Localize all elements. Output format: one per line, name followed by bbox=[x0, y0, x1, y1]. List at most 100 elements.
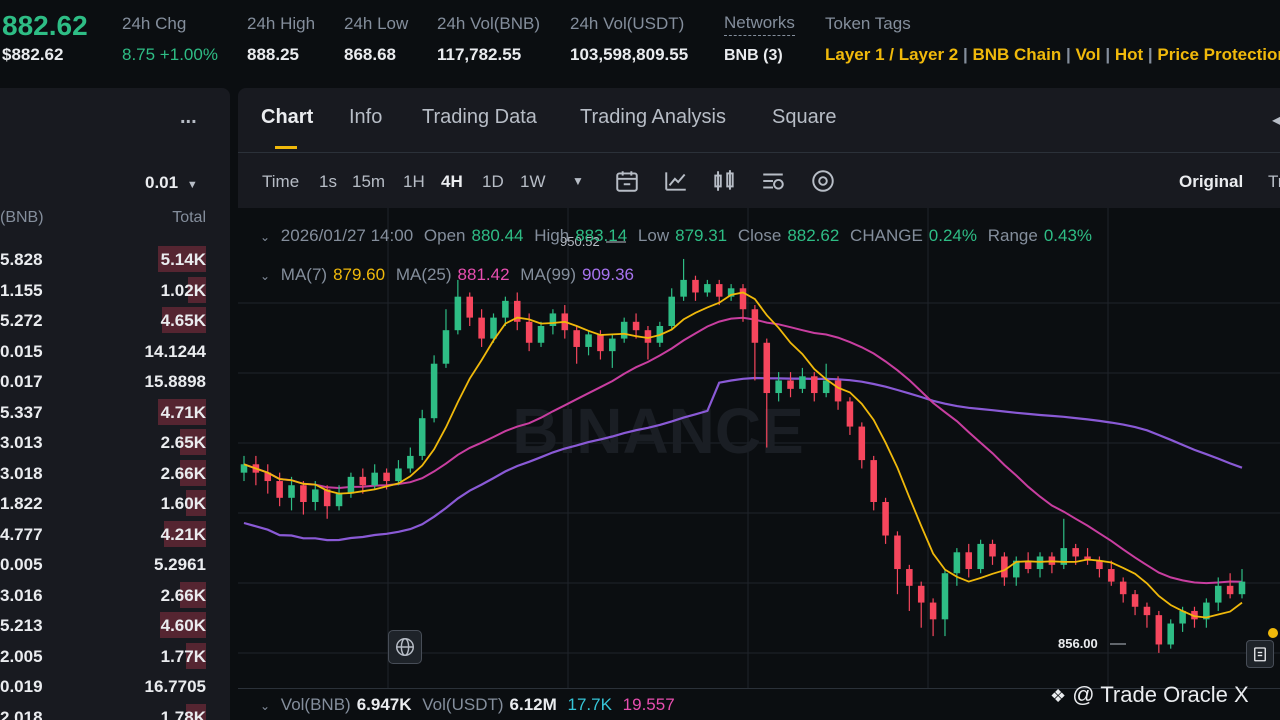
candle-body bbox=[549, 313, 557, 326]
chart-settings-icon[interactable] bbox=[760, 168, 786, 194]
order-book-row[interactable]: 1.822 1.60K bbox=[0, 488, 230, 518]
order-book-row[interactable]: 3.013 2.65K bbox=[0, 427, 230, 457]
networks-label[interactable]: Networks bbox=[724, 13, 795, 36]
tag-hot[interactable]: Hot bbox=[1114, 45, 1144, 64]
candle bbox=[1203, 598, 1210, 628]
networks-value[interactable]: BNB (3) bbox=[724, 47, 783, 64]
candle bbox=[941, 569, 949, 637]
candle bbox=[454, 279, 462, 335]
candlestick-chart[interactable]: BINANCE 950.52 856.00 ⌄ 2026/01/27 14:00 … bbox=[238, 208, 1280, 720]
target-icon[interactable] bbox=[810, 168, 836, 194]
chart-mode-button[interactable] bbox=[1246, 640, 1274, 668]
candle-body bbox=[751, 309, 759, 343]
candle bbox=[1001, 552, 1008, 586]
interval-1w[interactable]: 1W bbox=[520, 172, 546, 191]
volume-ma2-value: 19.557 bbox=[622, 695, 675, 714]
candle-body bbox=[240, 464, 248, 473]
candle bbox=[359, 468, 367, 494]
order-amount: 3.013 bbox=[0, 433, 43, 452]
depth-bar bbox=[164, 520, 206, 547]
tab-info[interactable]: Info bbox=[349, 106, 383, 128]
order-book-row[interactable]: 5.828 5.14K bbox=[0, 244, 230, 274]
calendar-icon[interactable] bbox=[614, 168, 640, 194]
globe-button[interactable] bbox=[388, 630, 422, 664]
order-book-row[interactable]: 2.005 1.77K bbox=[0, 641, 230, 671]
candle bbox=[1226, 573, 1234, 599]
order-total: 4.60K bbox=[160, 616, 206, 635]
compare-candles-icon[interactable] bbox=[711, 168, 737, 194]
order-book-row[interactable]: 0.019 16.7705 bbox=[0, 671, 230, 701]
candle bbox=[977, 539, 984, 574]
order-total: 1.02K bbox=[160, 280, 206, 300]
candle bbox=[906, 564, 913, 611]
tag-vol[interactable]: Vol bbox=[1075, 45, 1101, 64]
ohlc-collapse-chevron-icon[interactable]: ⌄ bbox=[260, 230, 271, 244]
interval-1h[interactable]: 1H bbox=[403, 172, 425, 191]
interval-1d[interactable]: 1D bbox=[482, 172, 504, 191]
order-total: 2.66K bbox=[160, 463, 206, 483]
expand-arrow-icon[interactable]: ◂ bbox=[1272, 112, 1280, 129]
candle-body bbox=[1167, 623, 1174, 645]
tab-trading-analysis[interactable]: Trading Analysis bbox=[580, 106, 726, 128]
candle-body bbox=[941, 573, 949, 620]
tag-layer[interactable]: Layer 1 / Layer 2 bbox=[825, 45, 959, 64]
order-book-row[interactable]: 1.155 1.02K bbox=[0, 275, 230, 305]
order-book-row[interactable]: 0.005 5.2961 bbox=[0, 549, 230, 579]
order-book-row[interactable]: 0.015 14.1244 bbox=[0, 336, 230, 366]
candle-body bbox=[1203, 602, 1210, 620]
more-options-button[interactable]: ... bbox=[180, 106, 197, 128]
order-amount: 0.017 bbox=[0, 372, 43, 391]
tag-price-protection[interactable]: Price Protection bbox=[1157, 45, 1280, 64]
more-intervals-chevron-icon[interactable]: ▼ bbox=[572, 174, 584, 188]
last-price: 882.62 bbox=[2, 10, 88, 41]
ma-collapse-chevron-icon[interactable]: ⌄ bbox=[260, 269, 271, 283]
candle-body bbox=[763, 342, 771, 394]
order-book-row[interactable]: 4.777 4.21K bbox=[0, 519, 230, 549]
order-book-row[interactable]: 3.016 2.66K bbox=[0, 580, 230, 610]
interval-time[interactable]: Time bbox=[262, 172, 300, 191]
candle-body bbox=[1155, 615, 1163, 645]
candle-body bbox=[513, 300, 521, 322]
view-original-button[interactable]: Original bbox=[1179, 172, 1244, 191]
order-total: 16.7705 bbox=[144, 677, 206, 696]
candle bbox=[1131, 590, 1139, 616]
candle-body bbox=[858, 426, 866, 461]
order-book-row[interactable]: 0.017 15.8898 bbox=[0, 366, 230, 396]
indicator-icon[interactable] bbox=[663, 168, 689, 194]
volume-collapse-chevron-icon[interactable]: ⌄ bbox=[260, 699, 271, 713]
interval-15m[interactable]: 15m bbox=[352, 172, 386, 191]
tab-square[interactable]: Square bbox=[772, 106, 837, 128]
precision-select[interactable]: 0.01 ▼ bbox=[145, 173, 198, 193]
candle-body bbox=[407, 455, 414, 469]
order-book-row[interactable]: 2.018 1.78K bbox=[0, 702, 230, 720]
candle bbox=[1191, 606, 1198, 628]
interval-1s[interactable]: 1s bbox=[319, 172, 337, 191]
candle-body bbox=[1012, 560, 1020, 578]
candle bbox=[1084, 548, 1091, 565]
order-amount: 1.155 bbox=[0, 280, 43, 300]
order-total: 2.65K bbox=[160, 433, 206, 452]
open-label: Open bbox=[423, 226, 466, 245]
tag-bnb-chain[interactable]: BNB Chain bbox=[972, 45, 1062, 64]
tab-trading-data[interactable]: Trading Data bbox=[422, 106, 537, 128]
order-book-row[interactable]: 5.213 4.60K bbox=[0, 610, 230, 640]
candle bbox=[965, 543, 973, 578]
view-tradingview-button[interactable]: Tr bbox=[1268, 172, 1280, 191]
candle-body bbox=[1108, 569, 1115, 582]
candle bbox=[1214, 577, 1222, 611]
interval-4h[interactable]: 4H bbox=[441, 172, 463, 191]
order-book-row[interactable]: 5.337 4.71K bbox=[0, 397, 230, 427]
candle bbox=[692, 275, 699, 301]
candle bbox=[704, 279, 711, 297]
tab-chart[interactable]: Chart bbox=[261, 106, 314, 128]
volume-ma1-value: 17.7K bbox=[567, 695, 612, 714]
candle bbox=[715, 279, 723, 306]
order-book-row[interactable]: 5.272 4.65K bbox=[0, 305, 230, 335]
order-book-row[interactable]: 3.018 2.66K bbox=[0, 458, 230, 488]
range-label: Range bbox=[987, 226, 1038, 245]
candle-body bbox=[680, 279, 687, 297]
candle bbox=[1167, 619, 1174, 649]
candle-body bbox=[917, 585, 925, 603]
candle bbox=[466, 292, 474, 326]
candle bbox=[335, 485, 343, 511]
